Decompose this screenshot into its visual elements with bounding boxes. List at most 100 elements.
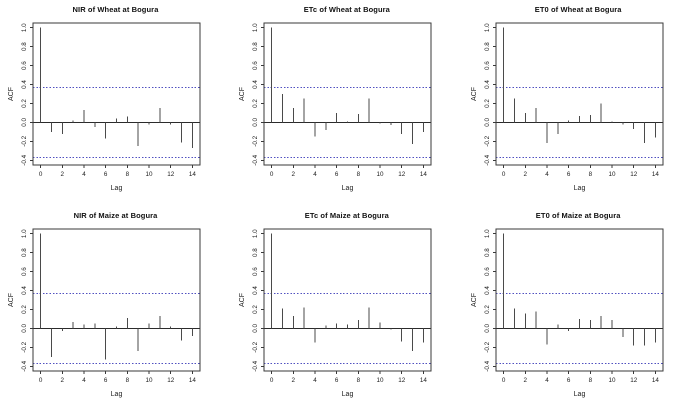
- svg-text:14: 14: [420, 171, 428, 178]
- svg-text:0.4: 0.4: [252, 286, 259, 295]
- svg-text:0.0: 0.0: [21, 118, 28, 127]
- panel-title: NIR of Maize at Bogura: [73, 211, 158, 220]
- acf-plot-canvas-etc-maize: 1.0 0.8 0.6 0.4 0.2 0.0 -0.2 -0.4 0 2 4 6 8 10 12 14 ACF…: [239, 228, 432, 398]
- svg-text:Lag: Lag: [573, 391, 585, 398]
- svg-text:0.0: 0.0: [252, 118, 259, 127]
- svg-text:ACF: ACF: [239, 293, 246, 307]
- svg-text:6: 6: [567, 377, 571, 384]
- svg-text:12: 12: [630, 377, 638, 384]
- svg-text:-0.4: -0.4: [252, 154, 259, 165]
- panel-title: ETc of Maize at Bogura: [304, 211, 389, 220]
- svg-text:0.4: 0.4: [21, 80, 28, 89]
- svg-text:-0.2: -0.2: [252, 135, 259, 146]
- svg-text:Lag: Lag: [111, 391, 123, 398]
- svg-text:0.2: 0.2: [252, 305, 259, 314]
- svg-text:2: 2: [61, 171, 65, 178]
- acf-plot-canvas-etc-wheat: 1.0 0.8 0.6 0.4 0.2 0.0 -0.2 -0.4 0 2 4 6 8 10 12 14 ACF…: [239, 22, 432, 192]
- svg-text:0.6: 0.6: [484, 61, 491, 70]
- svg-text:ACF: ACF: [471, 293, 478, 307]
- panel-title: ETc of Wheat at Bogura: [303, 5, 390, 14]
- svg-text:10: 10: [377, 377, 385, 384]
- acf-panel-etc-wheat: 1.0 0.8 0.6 0.4 0.2 0.0 -0.2 -0.4 0 2 4 6 8 10 12 14 ACF…: [231, 0, 462, 206]
- svg-text:Lag: Lag: [573, 185, 585, 192]
- svg-text:14: 14: [652, 377, 660, 384]
- acf-plot-canvas-et0-wheat: 1.0 0.8 0.6 0.4 0.2 0.0 -0.2 -0.4 0 2 4 6 8 10 12 14 ACF…: [471, 22, 664, 192]
- svg-text:Lag: Lag: [342, 185, 354, 192]
- svg-text:6: 6: [567, 171, 571, 178]
- acf-plot-canvas-nir-maize: 1.0 0.8 0.6 0.4 0.2 0.0 -0.2 -0.4 0 2 4 6 8 10 12 14 ACF…: [8, 228, 201, 398]
- acf-panel-etc-maize: 1.0 0.8 0.6 0.4 0.2 0.0 -0.2 -0.4 0 2 4 6 8 10 12 14 ACF…: [231, 206, 462, 412]
- svg-text:6: 6: [104, 377, 108, 384]
- svg-text:12: 12: [399, 171, 407, 178]
- svg-text:10: 10: [608, 171, 616, 178]
- svg-text:12: 12: [399, 377, 407, 384]
- svg-text:8: 8: [126, 171, 130, 178]
- svg-text:0: 0: [39, 377, 43, 384]
- svg-text:0.0: 0.0: [484, 324, 491, 333]
- svg-text:0.8: 0.8: [252, 248, 259, 257]
- svg-text:14: 14: [420, 377, 428, 384]
- svg-text:14: 14: [652, 171, 660, 178]
- acf-plot-canvas-nir-wheat: 1.0 0.8 0.6 0.4 0.2 0.0 -0.2 -0.4 0 2 4 6 8 10 12 14 ACF…: [8, 22, 201, 192]
- svg-text:-0.2: -0.2: [21, 341, 28, 352]
- svg-text:2: 2: [523, 377, 527, 384]
- svg-text:10: 10: [608, 377, 616, 384]
- svg-text:0.4: 0.4: [484, 286, 491, 295]
- svg-text:4: 4: [82, 377, 86, 384]
- acf-panel-et0-maize: 1.0 0.8 0.6 0.4 0.2 0.0 -0.2 -0.4 0 2 4 6 8 10 12 14 ACF…: [463, 206, 694, 412]
- svg-text:12: 12: [167, 171, 175, 178]
- svg-text:8: 8: [588, 171, 592, 178]
- svg-text:0: 0: [501, 377, 505, 384]
- svg-text:0.4: 0.4: [21, 286, 28, 295]
- svg-text:0.2: 0.2: [484, 99, 491, 108]
- svg-text:-0.2: -0.2: [252, 341, 259, 352]
- svg-text:8: 8: [126, 377, 130, 384]
- svg-text:-0.4: -0.4: [484, 154, 491, 165]
- svg-text:12: 12: [167, 377, 175, 384]
- svg-text:2: 2: [292, 171, 296, 178]
- svg-text:4: 4: [545, 377, 549, 384]
- svg-text:-0.2: -0.2: [484, 341, 491, 352]
- svg-text:0.2: 0.2: [484, 305, 491, 314]
- svg-text:6: 6: [335, 171, 339, 178]
- acf-panel-nir-wheat: 1.0 0.8 0.6 0.4 0.2 0.0 -0.2 -0.4 0 2 4 6 8 10 12 14 ACF…: [0, 0, 231, 206]
- svg-text:0.2: 0.2: [252, 99, 259, 108]
- acf-panel-et0-wheat: 1.0 0.8 0.6 0.4 0.2 0.0 -0.2 -0.4 0 2 4 6 8 10 12 14 ACF…: [463, 0, 694, 206]
- svg-text:10: 10: [377, 171, 385, 178]
- svg-text:0.6: 0.6: [21, 61, 28, 70]
- svg-text:ACF: ACF: [471, 87, 478, 101]
- panel-title: ET0 of Wheat at Bogura: [534, 5, 622, 14]
- svg-text:2: 2: [292, 377, 296, 384]
- svg-text:6: 6: [104, 171, 108, 178]
- svg-text:0.8: 0.8: [21, 248, 28, 257]
- svg-text:ACF: ACF: [8, 87, 15, 101]
- svg-text:0.4: 0.4: [484, 80, 491, 89]
- svg-text:1.0: 1.0: [484, 229, 491, 238]
- svg-text:1.0: 1.0: [252, 23, 259, 32]
- svg-text:6: 6: [335, 377, 339, 384]
- svg-text:-0.4: -0.4: [21, 154, 28, 165]
- svg-text:0.8: 0.8: [21, 42, 28, 51]
- svg-text:14: 14: [189, 377, 197, 384]
- svg-text:-0.4: -0.4: [21, 360, 28, 371]
- svg-text:Lag: Lag: [111, 185, 123, 192]
- svg-text:10: 10: [146, 171, 154, 178]
- svg-text:14: 14: [189, 171, 197, 178]
- panel-title: ET0 of Maize at Bogura: [535, 211, 621, 220]
- svg-text:1.0: 1.0: [252, 229, 259, 238]
- acf-panel-nir-maize: 1.0 0.8 0.6 0.4 0.2 0.0 -0.2 -0.4 0 2 4 6 8 10 12 14 ACF…: [0, 206, 231, 412]
- svg-text:1.0: 1.0: [21, 229, 28, 238]
- svg-text:8: 8: [357, 171, 361, 178]
- svg-text:-0.2: -0.2: [21, 135, 28, 146]
- svg-text:ACF: ACF: [239, 87, 246, 101]
- svg-text:Lag: Lag: [342, 391, 354, 398]
- svg-text:0.8: 0.8: [484, 42, 491, 51]
- svg-text:0.6: 0.6: [252, 267, 259, 276]
- svg-text:-0.2: -0.2: [484, 135, 491, 146]
- svg-text:0.6: 0.6: [21, 267, 28, 276]
- svg-text:0: 0: [270, 171, 274, 178]
- svg-text:0.8: 0.8: [484, 248, 491, 257]
- svg-text:0.6: 0.6: [252, 61, 259, 70]
- svg-text:-0.4: -0.4: [252, 360, 259, 371]
